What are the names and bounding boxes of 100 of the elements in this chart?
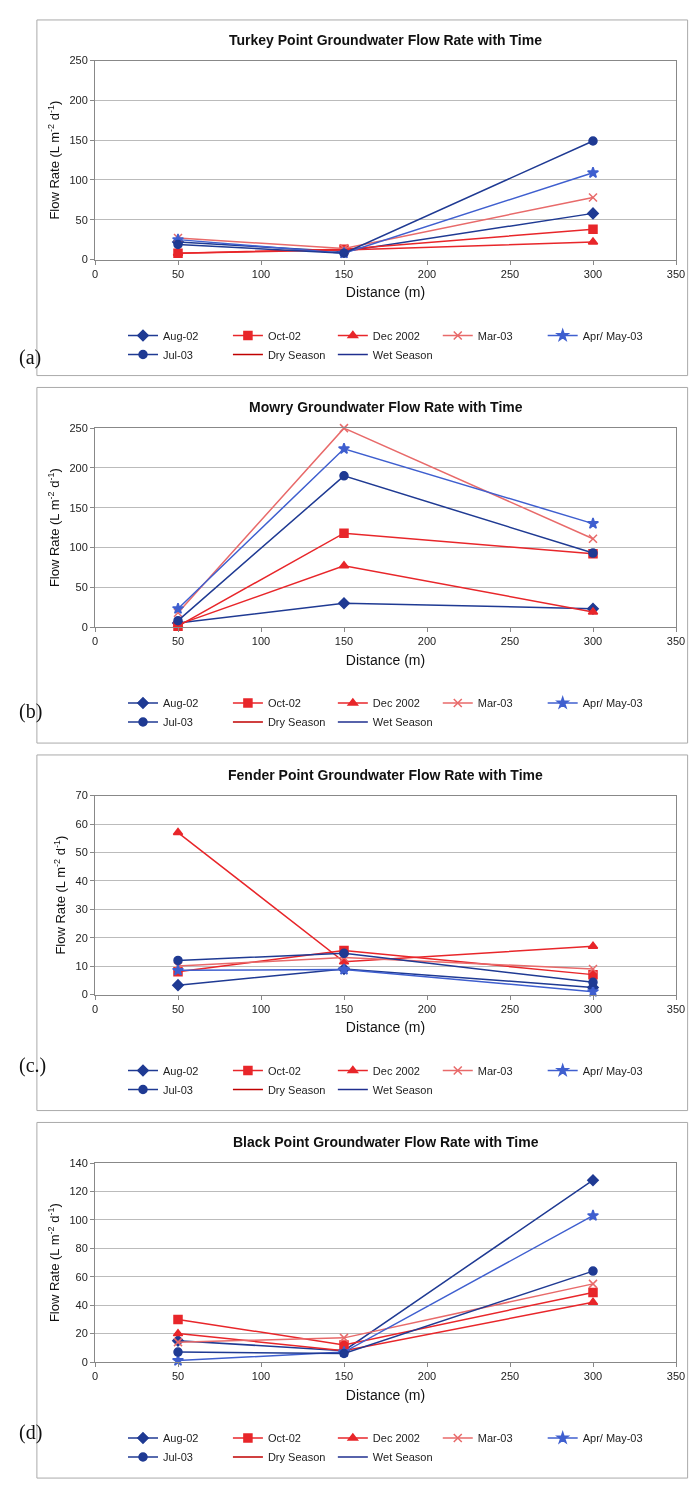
legend-label: Dec 2002 (372, 1432, 420, 1445)
x-tick-label: 200 (417, 1370, 437, 1383)
x-tick-label: 100 (251, 635, 271, 648)
legend-label: Apr/ May-03 (582, 1432, 643, 1445)
y-tick-label: 150 (69, 134, 88, 147)
y-tick-label: 30 (75, 903, 88, 916)
x-tick-label: 350 (666, 1002, 686, 1015)
chart-title: Fender Point Groundwater Flow Rate with Time (228, 767, 543, 783)
x-tick-label: 0 (91, 1002, 99, 1015)
y-tick-label: 120 (69, 1185, 88, 1198)
legend-label: Dry Season (267, 348, 326, 361)
legend-label: Aug-02 (163, 1432, 199, 1445)
chart-title: Mowry Groundwater Flow Rate with Time (249, 399, 523, 415)
legend-label: Apr/ May-03 (582, 329, 643, 342)
x-tick-label: 250 (500, 1002, 520, 1015)
x-tick-label: 250 (500, 267, 520, 280)
legend-label: Jul-03 (163, 348, 193, 361)
x-tick-label: 250 (500, 1370, 520, 1383)
y-tick-label: 200 (69, 94, 88, 107)
y-tick-label: 0 (81, 1355, 88, 1368)
legend-label: Mar-03 (477, 329, 513, 342)
text: (b) (19, 700, 43, 723)
y-tick-label: 100 (69, 1213, 88, 1226)
x-axis-title: Distance (m) (345, 284, 426, 301)
x-tick-label: 100 (251, 267, 271, 280)
legend-label: Oct-02 (267, 1064, 301, 1077)
x-tick-label: 0 (91, 635, 99, 648)
x-tick-label: 350 (666, 635, 686, 648)
x-axis-title: Distance (m) (345, 651, 426, 668)
x-tick-label: 350 (666, 267, 686, 280)
x-tick-label: 50 (171, 1002, 185, 1015)
y-tick-label: 140 (69, 1156, 88, 1169)
legend-label: Dry Season (267, 716, 326, 729)
y-tick-label: 0 (81, 253, 88, 266)
legend-label: Wet Season (372, 348, 433, 361)
legend-label: Jul-03 (163, 716, 193, 729)
x-tick-label: 150 (334, 1370, 354, 1383)
legend-label: Jul-03 (163, 1083, 193, 1096)
legend-label: Dry Season (267, 1451, 326, 1464)
legend-label: Oct-02 (267, 697, 301, 710)
y-tick-label: 20 (75, 931, 88, 944)
y-tick-label: 60 (75, 817, 88, 830)
y-tick-label: 80 (75, 1242, 88, 1255)
x-tick-label: 300 (583, 267, 603, 280)
x-tick-label: 300 (583, 635, 603, 648)
y-tick-label: 20 (75, 1327, 88, 1340)
legend-label: Wet Season (372, 1083, 433, 1096)
y-tick-label: 50 (75, 581, 88, 594)
y-tick-label: 50 (75, 846, 88, 859)
text: (c.) (19, 1054, 47, 1077)
legend-label: Oct-02 (267, 329, 301, 342)
x-tick-label: 200 (417, 267, 437, 280)
legend-label: Apr/ May-03 (582, 697, 643, 710)
legend-label: Oct-02 (267, 1432, 301, 1445)
x-tick-label: 0 (91, 1370, 99, 1383)
legend-label: Mar-03 (477, 1064, 513, 1077)
text: (d) (19, 1421, 43, 1444)
legend-label: Dry Season (267, 1083, 326, 1096)
x-tick-label: 350 (666, 1370, 686, 1383)
x-tick-label: 50 (171, 635, 185, 648)
y-tick-label: 10 (75, 959, 88, 972)
y-tick-label: 0 (81, 988, 88, 1001)
legend-label: Aug-02 (163, 329, 199, 342)
x-tick-label: 200 (417, 1002, 437, 1015)
x-tick-label: 50 (171, 1370, 185, 1383)
y-tick-label: 50 (75, 213, 88, 226)
x-tick-label: 100 (251, 1370, 271, 1383)
legend-label: Wet Season (372, 1451, 433, 1464)
x-tick-label: 150 (334, 267, 354, 280)
text: (a) (19, 346, 42, 369)
x-tick-label: 150 (334, 1002, 354, 1015)
x-tick-label: 250 (500, 635, 520, 648)
x-tick-label: 300 (583, 1002, 603, 1015)
legend-label: Mar-03 (477, 697, 513, 710)
chart-title: Black Point Groundwater Flow Rate with Time (233, 1134, 539, 1150)
chart-title: Turkey Point Groundwater Flow Rate with Time (229, 32, 543, 48)
y-tick-label: 60 (75, 1270, 88, 1283)
legend-label: Dec 2002 (372, 697, 420, 710)
legend-label: Apr/ May-03 (582, 1064, 643, 1077)
y-tick-label: 250 (69, 54, 88, 67)
legend-label: Dec 2002 (372, 329, 420, 342)
y-tick-label: 70 (75, 789, 88, 802)
legend-label: Wet Season (372, 716, 433, 729)
x-tick-label: 300 (583, 1370, 603, 1383)
x-axis-title: Distance (m) (345, 1019, 426, 1036)
y-tick-label: 200 (69, 461, 88, 474)
legend-label: Dec 2002 (372, 1064, 420, 1077)
y-tick-label: 0 (81, 620, 88, 633)
x-tick-label: 200 (417, 635, 437, 648)
x-tick-label: 50 (171, 267, 185, 280)
x-tick-label: 150 (334, 635, 354, 648)
x-tick-label: 0 (91, 267, 99, 280)
x-tick-label: 100 (251, 1002, 271, 1015)
legend-label: Aug-02 (163, 697, 199, 710)
y-tick-label: 250 (69, 421, 88, 434)
y-tick-label: 40 (75, 874, 88, 887)
y-tick-label: 100 (69, 541, 88, 554)
legend-label: Mar-03 (477, 1432, 513, 1445)
x-axis-title: Distance (m) (345, 1386, 426, 1403)
y-tick-label: 150 (69, 501, 88, 514)
